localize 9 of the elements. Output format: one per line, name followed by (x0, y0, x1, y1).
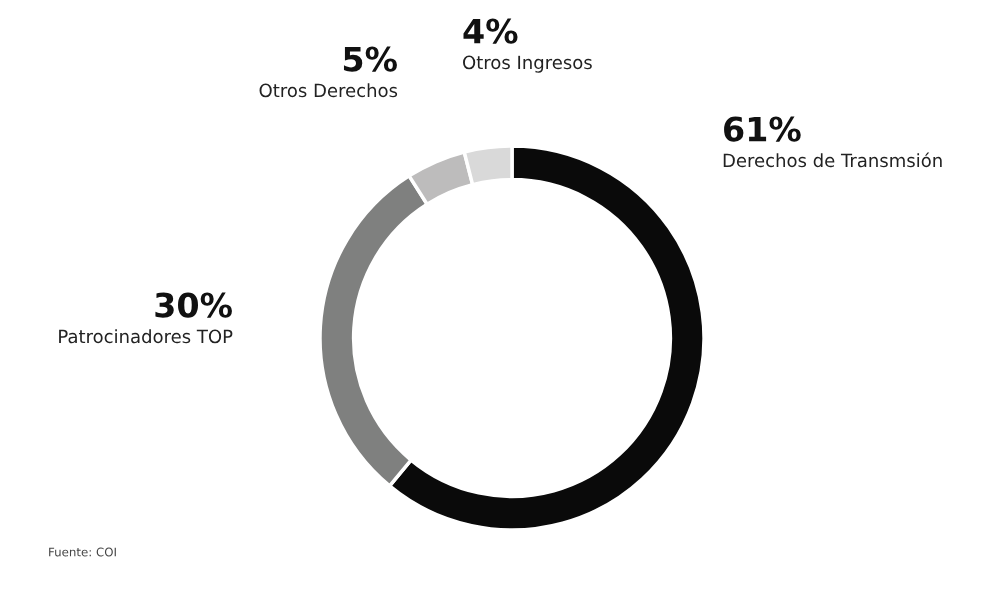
data-label: 5% (343, 46, 397, 72)
data-label: 30% (155, 292, 232, 318)
slice-label: Otros Ingresos (463, 55, 592, 73)
data-label: 61% (724, 116, 801, 142)
slice-label: Patrocinadores TOP (59, 329, 233, 344)
source-note: Fuente: COI (49, 547, 116, 557)
data-label: 4% (463, 18, 518, 44)
slice-label: Derechos de Transmsión (723, 152, 942, 168)
slice-label: Otros Derechos (259, 83, 398, 98)
